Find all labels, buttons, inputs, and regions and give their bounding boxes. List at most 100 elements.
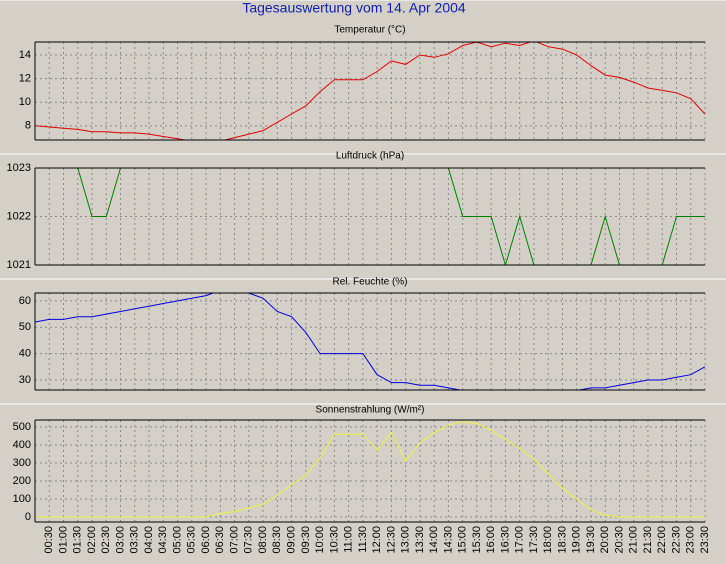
data-line [35,168,705,265]
x-tick: 03:30 [129,526,141,554]
x-tick: 05:30 [186,526,198,554]
x-tick: 15:00 [457,526,469,554]
x-tick-label: 20:00 [599,526,611,554]
x-tick: 00:30 [43,526,55,554]
x-tick: 17:30 [528,526,540,554]
x-tick-label: 22:30 [670,526,682,554]
x-tick: 14:00 [428,526,440,554]
x-tick: 10:00 [314,526,326,554]
x-tick-label: 17:30 [528,526,540,554]
x-tick-label: 02:00 [86,526,98,554]
x-tick-label: 23:30 [699,526,711,554]
x-tick: 03:00 [114,526,126,554]
x-tick-label: 02:30 [100,526,112,554]
y-tick-label: 1022 [7,210,31,222]
panel-title: Temperatur (°C) [334,25,405,36]
plot-area [35,293,705,390]
x-tick-label: 13:00 [400,526,412,554]
x-tick: 20:30 [613,526,625,554]
y-tick-label: 300 [13,457,31,469]
plot-area [35,42,705,140]
x-tick: 10:30 [328,526,340,554]
x-tick-label: 07:30 [243,526,255,554]
x-tick-label: 23:00 [685,526,697,554]
x-tick: 23:00 [685,526,697,554]
x-tick: 22:30 [670,526,682,554]
y-tick-label: 1021 [7,259,31,271]
y-tick-label: 500 [13,421,31,433]
data-line [35,293,705,390]
x-tick: 21:30 [642,526,654,554]
x-tick-label: 09:30 [300,526,312,554]
x-tick: 06:00 [200,526,212,554]
x-tick-label: 03:30 [129,526,141,554]
x-tick-label: 01:00 [57,526,69,554]
x-tick-label: 11:30 [357,526,369,553]
x-tick: 19:00 [571,526,583,554]
x-tick-label: 18:30 [556,526,568,554]
x-tick: 01:30 [72,526,84,554]
panel-title: Sonnenstrahlung (W/m²) [316,405,425,416]
x-tick-label: 12:00 [371,526,383,554]
y-tick-label: 400 [13,439,31,451]
x-tick-label: 06:30 [214,526,226,554]
main-title: Tagesauswertung vom 14. Apr 2004 [242,0,466,16]
x-tick: 09:30 [300,526,312,554]
x-tick: 22:00 [656,526,668,554]
x-tick-label: 00:30 [43,526,55,554]
x-tick: 09:00 [286,526,298,554]
x-tick: 08:00 [257,526,269,554]
x-tick-label: 10:00 [314,526,326,554]
x-tick: 02:30 [100,526,112,554]
x-tick-label: 20:30 [613,526,625,554]
panel-title: Rel. Feuchte (%) [332,277,407,288]
x-tick-label: 19:30 [585,526,597,554]
x-tick: 15:30 [471,526,483,554]
x-tick: 08:30 [271,526,283,554]
y-tick-label: 14 [19,49,31,61]
x-tick: 12:00 [371,526,383,554]
x-tick-label: 18:00 [542,526,554,554]
x-tick: 16:00 [485,526,497,554]
x-tick: 11:00 [343,526,355,553]
x-tick-label: 19:00 [571,526,583,554]
x-tick-label: 09:00 [286,526,298,554]
x-tick-label: 13:30 [414,526,426,554]
x-tick: 13:00 [400,526,412,554]
x-tick: 23:30 [699,526,711,554]
x-tick-label: 08:30 [271,526,283,554]
x-tick-label: 07:00 [228,526,240,554]
y-tick-label: 40 [19,348,31,360]
y-tick-label: 100 [13,493,31,505]
x-tick: 05:00 [171,526,183,554]
y-tick-label: 30 [19,374,31,386]
x-tick-label: 15:00 [457,526,469,554]
x-tick-label: 17:00 [514,526,526,554]
x-tick: 06:30 [214,526,226,554]
x-tick: 17:00 [514,526,526,554]
x-tick: 07:00 [228,526,240,554]
x-tick-label: 22:00 [656,526,668,554]
x-tick: 04:30 [157,526,169,554]
data-line [35,421,705,518]
x-tick-label: 16:00 [485,526,497,554]
panel-title: Luftdruck (hPa) [336,151,404,162]
x-tick: 12:30 [385,526,397,554]
x-tick-label: 08:00 [257,526,269,554]
y-tick-label: 0 [25,511,31,523]
y-tick-label: 8 [25,120,31,132]
x-tick-label: 14:00 [428,526,440,554]
x-tick-label: 12:30 [385,526,397,554]
x-tick: 01:00 [57,526,69,554]
x-tick-label: 06:00 [200,526,212,554]
x-tick-label: 05:00 [171,526,183,554]
x-tick: 20:00 [599,526,611,554]
x-tick-label: 11:00 [343,526,355,553]
y-tick-label: 200 [13,475,31,487]
x-tick: 14:30 [442,526,454,554]
y-tick-label: 1023 [7,162,31,174]
y-tick-label: 60 [19,295,31,307]
x-tick-label: 21:00 [628,526,640,554]
data-line [35,42,705,140]
